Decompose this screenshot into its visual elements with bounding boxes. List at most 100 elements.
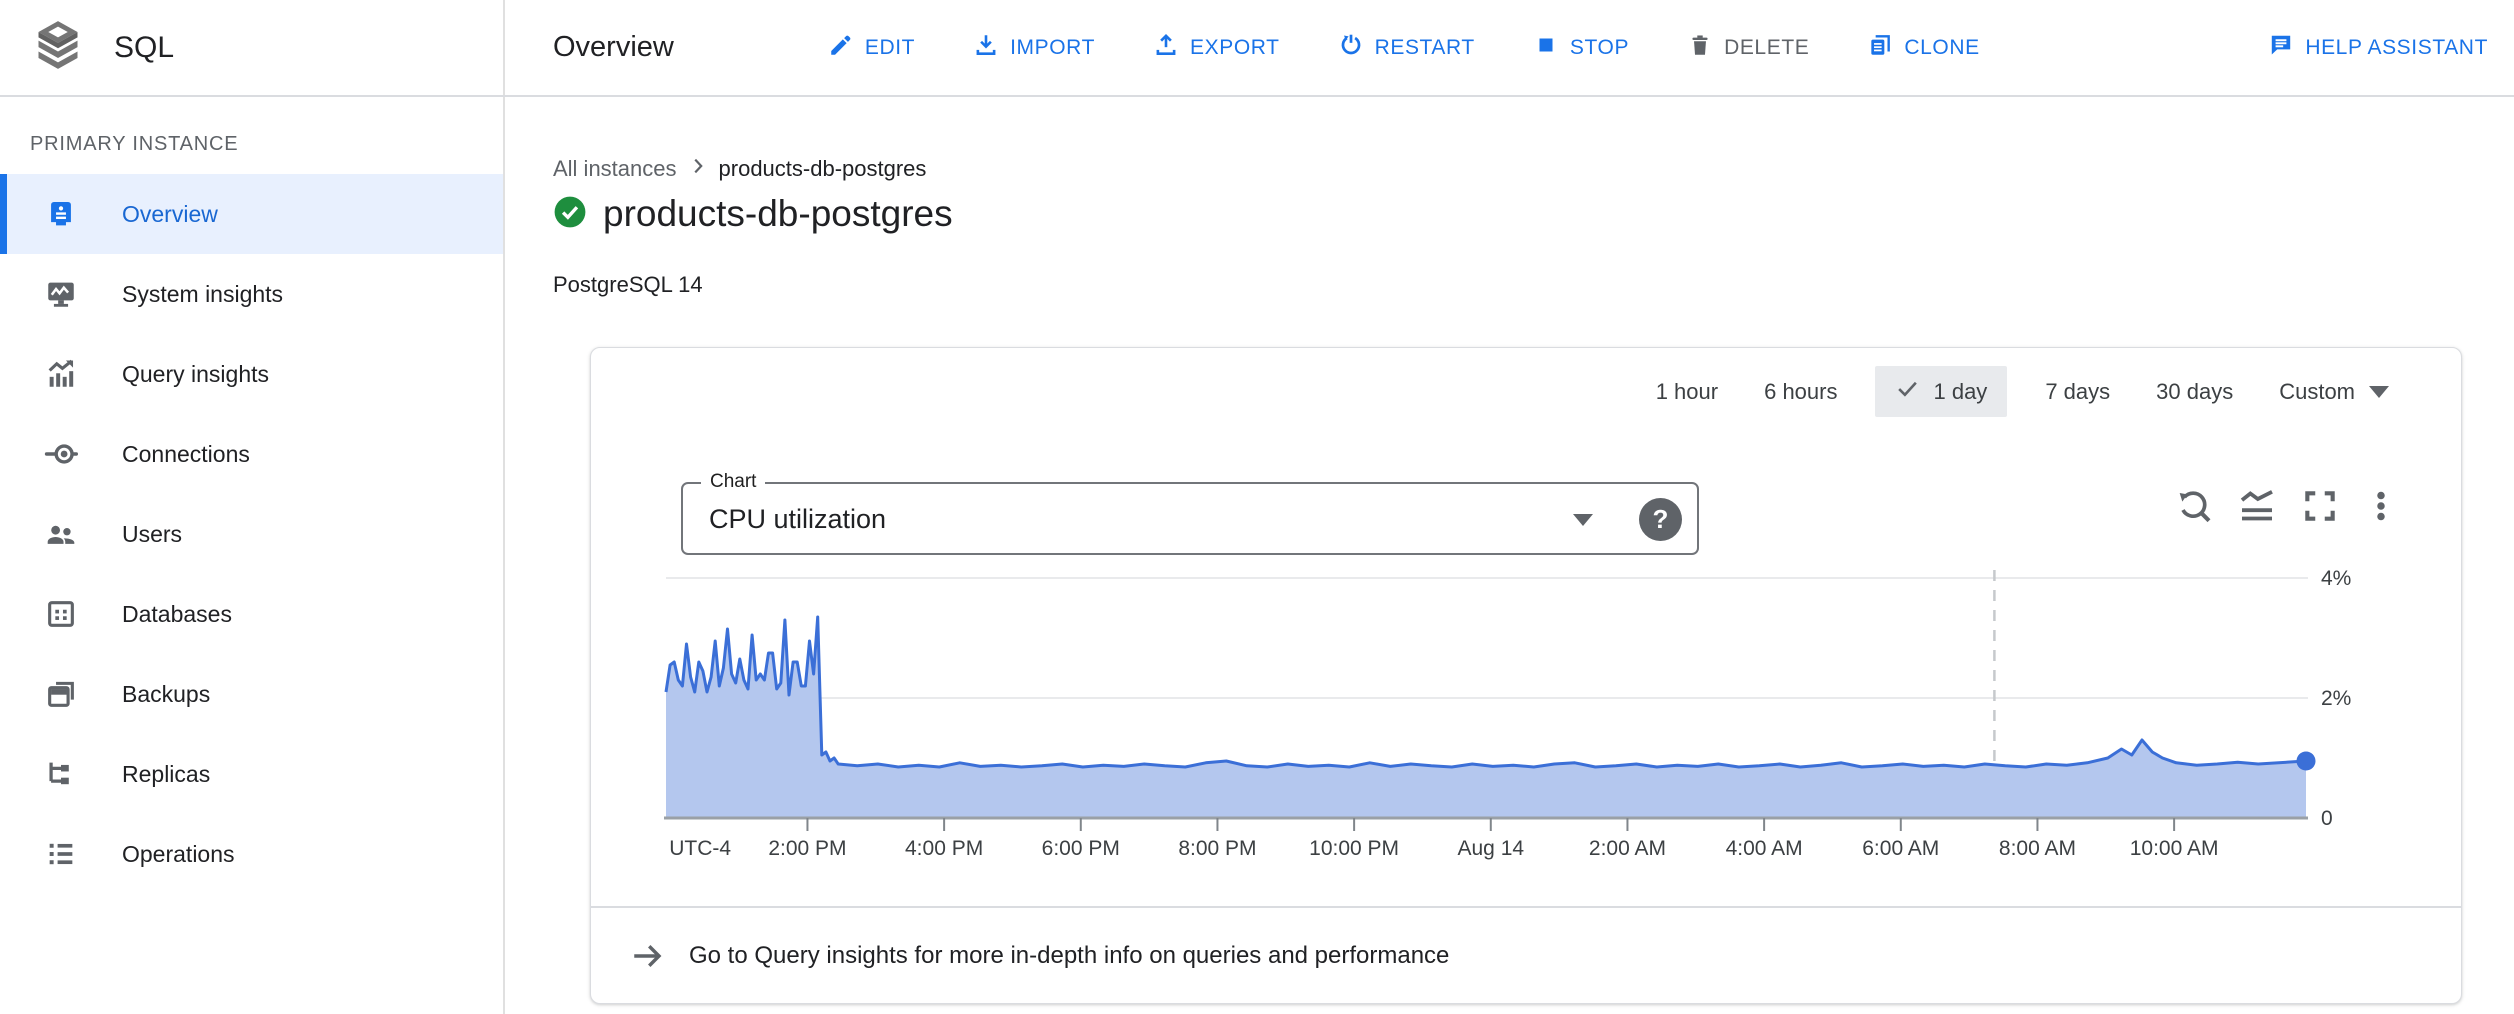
sidebar-item-label: Backups bbox=[122, 680, 211, 707]
query-insights-icon bbox=[44, 357, 78, 391]
check-icon bbox=[1895, 376, 1920, 407]
operations-icon bbox=[44, 837, 78, 871]
help-assistant-icon bbox=[2268, 32, 2294, 64]
y-tick-label: 0 bbox=[2321, 807, 2333, 830]
arrow-right-icon bbox=[629, 938, 665, 974]
edit-icon bbox=[828, 32, 854, 64]
chart-selected-metric: CPU utilization bbox=[709, 504, 887, 534]
sidebar-item-backups[interactable]: Backups bbox=[0, 654, 503, 734]
instance-actions-toolbar: EDIT IMPORT EXPORT RESTART STOP bbox=[828, 32, 2514, 64]
sidebar-item-label: Operations bbox=[122, 840, 235, 867]
cloud-sql-logo-icon bbox=[32, 19, 84, 76]
breadcrumb-current: products-db-postgres bbox=[718, 156, 927, 181]
delete-button[interactable]: DELETE bbox=[1687, 32, 1809, 64]
query-insights-link-text: Go to Query insights for more in-depth i… bbox=[689, 941, 1450, 969]
y-tick-label: 2% bbox=[2321, 687, 2351, 710]
x-tick-label: 6:00 AM bbox=[1862, 837, 1939, 860]
sidebar-section-label: PRIMARY INSTANCE bbox=[30, 133, 239, 155]
time-range-custom[interactable]: Custom bbox=[2279, 379, 2389, 405]
card-divider bbox=[591, 906, 2461, 908]
instance-title-row: products-db-postgres bbox=[553, 193, 953, 235]
product-name: SQL bbox=[114, 30, 175, 64]
sidebar: PRIMARY INSTANCE Overview System insight… bbox=[0, 97, 505, 1014]
y-tick-label: 4% bbox=[2321, 567, 2351, 590]
restart-button[interactable]: RESTART bbox=[1338, 32, 1475, 64]
area-chart-icon[interactable] bbox=[2237, 486, 2277, 526]
chevron-down-icon bbox=[2369, 385, 2389, 398]
export-icon bbox=[1153, 32, 1179, 64]
x-tick-label: 6:00 PM bbox=[1042, 837, 1120, 860]
x-tick-label: 8:00 PM bbox=[1178, 837, 1256, 860]
time-range-6-hours[interactable]: 6 hours bbox=[1764, 378, 1838, 404]
latest-value-dot bbox=[2296, 751, 2316, 771]
status-healthy-icon bbox=[553, 195, 587, 234]
system-insights-icon bbox=[44, 277, 78, 311]
x-tick-label: 10:00 AM bbox=[2130, 837, 2219, 860]
sidebar-item-label: Connections bbox=[122, 440, 250, 467]
time-range-1-hour[interactable]: 1 hour bbox=[1655, 378, 1719, 404]
main-content: All instances products-db-postgres produ… bbox=[505, 97, 2514, 1014]
time-range-30-days[interactable]: 30 days bbox=[2156, 378, 2234, 404]
help-assistant-button[interactable]: HELP ASSISTANT bbox=[2268, 32, 2488, 64]
sidebar-item-query-insights[interactable]: Query insights bbox=[0, 334, 503, 414]
query-insights-link[interactable]: Go to Query insights for more in-depth i… bbox=[591, 908, 2461, 1003]
import-button[interactable]: IMPORT bbox=[973, 32, 1095, 64]
metrics-card: 1 hour 6 hours 1 day 7 days 30 days Cust… bbox=[590, 347, 2462, 1004]
x-tick-label: 2:00 AM bbox=[1589, 837, 1666, 860]
sidebar-item-databases[interactable]: Databases bbox=[0, 574, 503, 654]
sidebar-item-label: System insights bbox=[122, 280, 284, 307]
sidebar-item-label: Query insights bbox=[122, 360, 270, 387]
x-tick-label: 2:00 PM bbox=[768, 837, 846, 860]
users-icon bbox=[44, 517, 78, 551]
sidebar-item-replicas[interactable]: Replicas bbox=[0, 734, 503, 814]
x-tick-label: Aug 14 bbox=[1458, 837, 1525, 860]
breadcrumb-all-instances[interactable]: All instances bbox=[553, 156, 677, 181]
dropdown-caret-icon bbox=[1573, 514, 1593, 526]
stop-button[interactable]: STOP bbox=[1533, 32, 1629, 64]
delete-icon bbox=[1687, 32, 1713, 64]
x-tick-label: 8:00 AM bbox=[1999, 837, 2076, 860]
breadcrumb: All instances products-db-postgres bbox=[553, 155, 926, 183]
clone-icon bbox=[1867, 32, 1893, 64]
replicas-icon bbox=[44, 757, 78, 791]
sidebar-item-system-insights[interactable]: System insights bbox=[0, 254, 503, 334]
connections-icon bbox=[44, 437, 78, 471]
top-app-bar: SQL Overview EDIT IMPORT EXPORT bbox=[0, 0, 2514, 97]
cpu-area-fill bbox=[666, 617, 2306, 818]
timezone-label: UTC-4 bbox=[669, 837, 731, 860]
page-header: Overview EDIT IMPORT EXPORT RESTART bbox=[505, 0, 2514, 95]
chevron-right-icon bbox=[687, 155, 709, 183]
instance-name: products-db-postgres bbox=[603, 193, 953, 234]
sidebar-item-label: Databases bbox=[122, 600, 232, 627]
sidebar-item-overview[interactable]: Overview bbox=[0, 174, 503, 254]
x-tick-label: 10:00 PM bbox=[1309, 837, 1399, 860]
export-button[interactable]: EXPORT bbox=[1153, 32, 1280, 64]
chart-help-icon[interactable]: ? bbox=[1639, 498, 1682, 541]
sidebar-item-label: Overview bbox=[122, 200, 218, 227]
sidebar-item-users[interactable]: Users bbox=[0, 494, 503, 574]
backups-icon bbox=[44, 677, 78, 711]
time-range-7-days[interactable]: 7 days bbox=[2045, 378, 2111, 404]
sidebar-item-connections[interactable]: Connections bbox=[0, 414, 503, 494]
x-tick-label: 4:00 AM bbox=[1726, 837, 1803, 860]
time-range-selector: 1 hour 6 hours 1 day 7 days 30 days Cust… bbox=[1656, 366, 2389, 417]
instance-version: PostgreSQL 14 bbox=[553, 272, 703, 297]
restart-icon bbox=[1338, 32, 1364, 64]
import-icon bbox=[973, 32, 999, 64]
chart-toolbar bbox=[2173, 486, 2399, 526]
more-options-icon[interactable] bbox=[2363, 488, 2399, 524]
clone-button[interactable]: CLONE bbox=[1867, 32, 1979, 64]
time-range-1-day-selected[interactable]: 1 day bbox=[1875, 366, 2008, 417]
product-header: SQL bbox=[0, 0, 505, 95]
x-tick-label: 4:00 PM bbox=[905, 837, 983, 860]
sidebar-item-label: Replicas bbox=[122, 760, 211, 787]
sidebar-item-operations[interactable]: Operations bbox=[0, 814, 503, 894]
stop-icon bbox=[1533, 32, 1559, 64]
zoom-reset-icon[interactable] bbox=[2173, 486, 2213, 526]
databases-icon bbox=[44, 597, 78, 631]
fullscreen-icon[interactable] bbox=[2301, 487, 2339, 525]
edit-button[interactable]: EDIT bbox=[828, 32, 915, 64]
cpu-utilization-chart[interactable]: 2:00 PM 4:00 PM 6:00 PM 8:00 PM 10:00 PM Aug … bbox=[591, 348, 2463, 888]
chart-metric-select[interactable]: Chart CPU utilization ? bbox=[681, 471, 1699, 555]
